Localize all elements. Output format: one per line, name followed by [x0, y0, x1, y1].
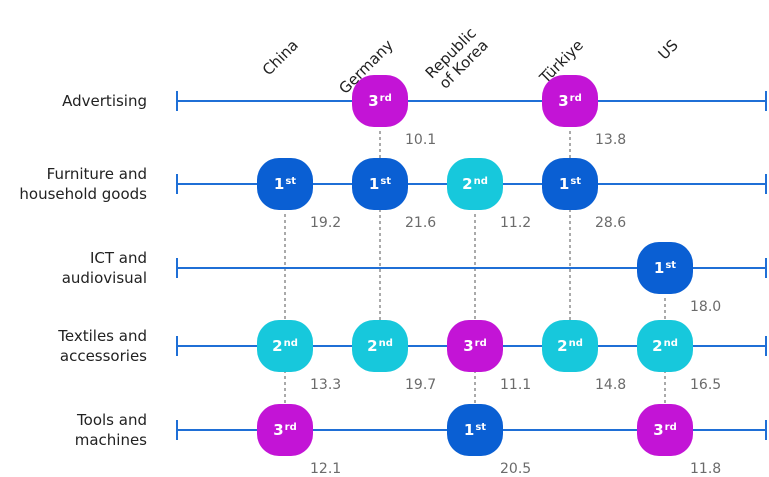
value-label: 21.6: [405, 215, 436, 231]
value-label: 19.2: [310, 215, 341, 231]
category-label: ICT and audiovisual: [62, 249, 147, 287]
category-label: Textiles and accessories: [57, 327, 147, 365]
rank-label: 3rd: [463, 337, 487, 355]
rank-label: 3rd: [558, 92, 582, 110]
value-label: 18.0: [690, 299, 721, 315]
value-label: 16.5: [690, 377, 721, 393]
rank-marker: [542, 75, 598, 127]
country-label: Republicof Korea: [422, 24, 492, 94]
value-label: 28.6: [595, 215, 626, 231]
rank-label: 1st: [654, 259, 676, 277]
value-label: 11.1: [500, 377, 531, 393]
rank-marker: [352, 75, 408, 127]
value-label: 11.8: [690, 461, 721, 477]
rank-marker: [447, 158, 503, 210]
rank-marker: [352, 158, 408, 210]
value-label: 11.2: [500, 215, 531, 231]
value-label: 19.7: [405, 377, 436, 393]
rank-label: 1st: [559, 175, 581, 193]
rank-marker: [447, 320, 503, 372]
rank-marker: [257, 158, 313, 210]
rank-marker: [542, 158, 598, 210]
country-label: US: [655, 36, 682, 63]
rank-label: 3rd: [273, 421, 297, 439]
rank-marker: [637, 320, 693, 372]
rank-marker: [257, 404, 313, 456]
rank-marker: [257, 320, 313, 372]
rank-label: 2nd: [462, 175, 488, 193]
category-label: Tools and machines: [75, 411, 147, 449]
value-label: 13.8: [595, 132, 626, 148]
rank-marker: [637, 404, 693, 456]
rank-label: 1st: [274, 175, 296, 193]
rank-marker: [542, 320, 598, 372]
rank-markers: 3rd 3rd 1st 1st 2nd 1st 1st 2nd 2nd 3rd 2nd 2nd 3rd 1…: [257, 75, 693, 456]
value-label: 14.8: [595, 377, 626, 393]
category-label: Furniture and household goods: [19, 165, 147, 203]
rank-label: 2nd: [272, 337, 298, 355]
rank-label: 1st: [464, 421, 486, 439]
value-label: 13.3: [310, 377, 341, 393]
rank-marker: [447, 404, 503, 456]
value-label: 12.1: [310, 461, 341, 477]
country-label: China: [259, 36, 302, 79]
rank-label: 2nd: [557, 337, 583, 355]
rank-marker: [352, 320, 408, 372]
value-label: 20.5: [500, 461, 531, 477]
rank-label: 1st: [369, 175, 391, 193]
value-label: 10.1: [405, 132, 436, 148]
rank-label: 2nd: [652, 337, 678, 355]
rank-label: 3rd: [653, 421, 677, 439]
rank-marker: [637, 242, 693, 294]
rank-label: 3rd: [368, 92, 392, 110]
rank-label: 2nd: [367, 337, 393, 355]
category-label: Advertising: [62, 92, 147, 110]
